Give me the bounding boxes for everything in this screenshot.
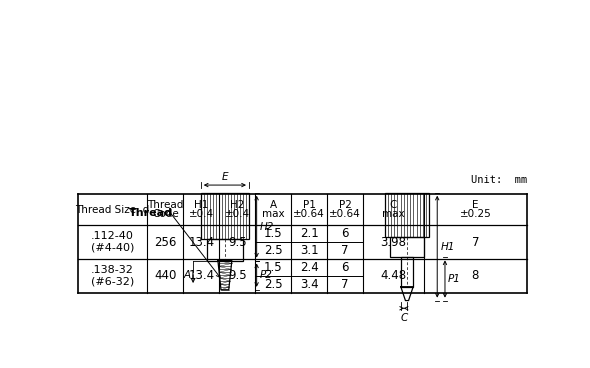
Text: C: C: [390, 200, 397, 210]
Text: ±0.64: ±0.64: [293, 209, 325, 219]
Text: 2.1: 2.1: [300, 227, 319, 240]
Bar: [385, 193, 430, 237]
Text: A: A: [270, 200, 277, 210]
Text: 6: 6: [342, 261, 349, 274]
Text: 2.5: 2.5: [264, 278, 283, 291]
Text: P2: P2: [260, 270, 273, 280]
Text: Thread: Thread: [129, 208, 173, 218]
Text: .138-32
(#6-32): .138-32 (#6-32): [91, 265, 134, 287]
Text: 7: 7: [471, 236, 479, 248]
Bar: [401, 258, 413, 287]
Text: Thread Size  d: Thread Size d: [76, 205, 150, 215]
Text: max: max: [262, 209, 284, 219]
Text: 3.1: 3.1: [300, 244, 319, 257]
Text: 9.5: 9.5: [228, 236, 247, 248]
Text: Unit:  mm: Unit: mm: [471, 175, 527, 185]
Text: ±0.25: ±0.25: [460, 209, 491, 219]
Text: 1.5: 1.5: [264, 261, 283, 274]
Text: 1.5: 1.5: [264, 227, 283, 240]
Text: P1: P1: [448, 274, 461, 284]
Text: C: C: [400, 313, 408, 323]
Text: H1: H1: [440, 242, 455, 252]
Text: .112-40
(#4-40): .112-40 (#4-40): [91, 231, 134, 253]
Text: H2: H2: [260, 222, 274, 231]
Text: ±0.64: ±0.64: [329, 209, 361, 219]
Text: P2: P2: [339, 200, 352, 210]
Bar: [390, 237, 424, 258]
Text: 2.4: 2.4: [300, 261, 319, 274]
Text: 256: 256: [154, 236, 176, 248]
Text: 13.4: 13.4: [188, 269, 214, 282]
Text: 4.48: 4.48: [381, 269, 407, 282]
Text: E: E: [222, 172, 228, 182]
Text: 3.4: 3.4: [300, 278, 319, 291]
Text: 3.98: 3.98: [381, 236, 407, 248]
Text: 13.4: 13.4: [188, 236, 214, 248]
Text: H1: H1: [194, 200, 208, 210]
Text: 2.5: 2.5: [264, 244, 283, 257]
Text: ±0.4: ±0.4: [225, 209, 250, 219]
Text: H2: H2: [230, 200, 244, 210]
Text: P1: P1: [303, 200, 316, 210]
Text: 440: 440: [154, 269, 176, 282]
Bar: [201, 193, 249, 239]
Text: E: E: [472, 200, 478, 210]
Bar: [207, 239, 242, 261]
Text: 7: 7: [342, 244, 349, 257]
Text: ±0.4: ±0.4: [189, 209, 214, 219]
Text: A: A: [183, 270, 191, 280]
Text: 8: 8: [472, 269, 479, 282]
Text: 6: 6: [342, 227, 349, 240]
Text: 7: 7: [342, 278, 349, 291]
Text: 9.5: 9.5: [228, 269, 247, 282]
Text: Code: Code: [152, 209, 179, 219]
Text: max: max: [382, 209, 405, 219]
Text: Thread: Thread: [147, 200, 183, 210]
